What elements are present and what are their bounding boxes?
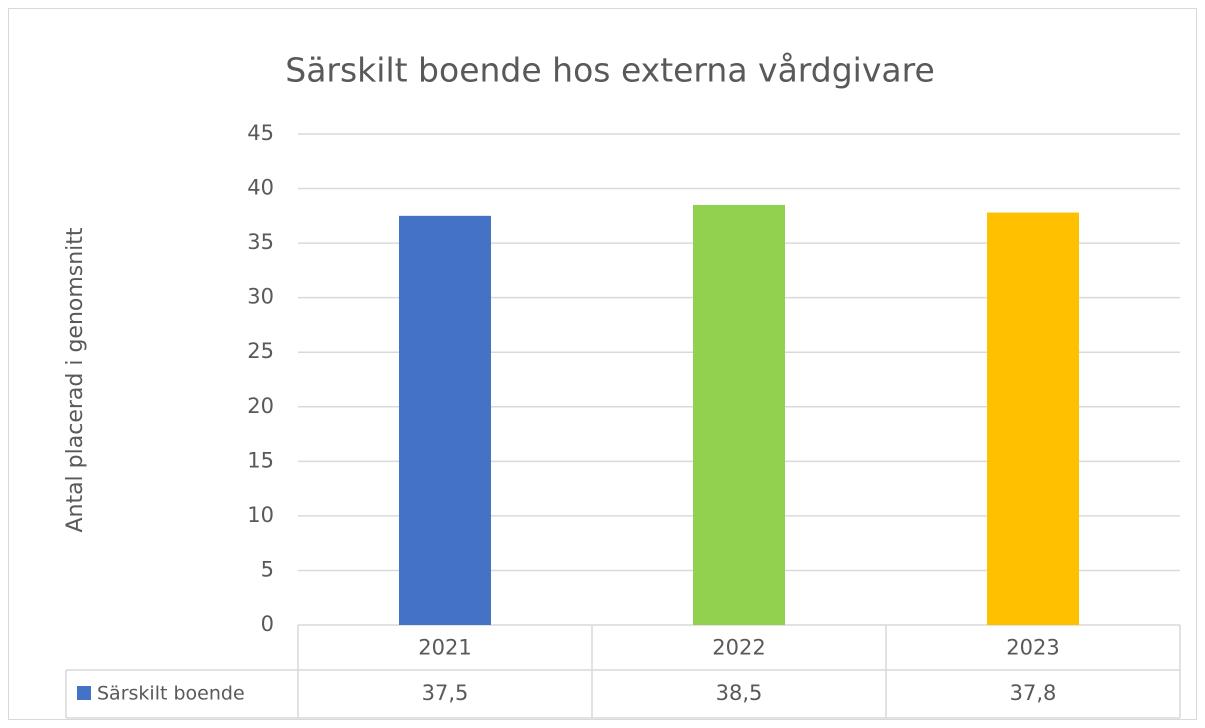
- x-tick-label: 2021: [418, 636, 471, 660]
- y-axis-label: Antal placerad i genomsnitt: [63, 227, 88, 532]
- x-tick-label: 2022: [712, 636, 765, 660]
- x-tick-label: 2023: [1006, 636, 1059, 660]
- y-tick-label: 20: [247, 394, 274, 418]
- y-tick-label: 10: [247, 503, 274, 527]
- table-value: 38,5: [716, 681, 763, 705]
- bar: [987, 212, 1079, 625]
- table-value: 37,5: [422, 681, 469, 705]
- bar: [693, 204, 785, 625]
- y-tick-label: 45: [247, 121, 274, 145]
- bar: [399, 215, 491, 626]
- y-tick-label: 25: [247, 339, 274, 363]
- legend-key: [77, 686, 91, 700]
- legend-label: Särskilt boende: [97, 683, 245, 705]
- table-value: 37,8: [1010, 681, 1057, 705]
- y-tick-label: 40: [247, 176, 274, 200]
- y-tick-label: 30: [247, 285, 274, 309]
- y-tick-label: 0: [261, 612, 274, 636]
- y-tick-label: 5: [261, 557, 274, 581]
- y-tick-label: 15: [247, 448, 274, 472]
- chart-title: Särskilt boende hos externa vårdgivare: [285, 51, 935, 90]
- y-tick-label: 35: [247, 230, 274, 254]
